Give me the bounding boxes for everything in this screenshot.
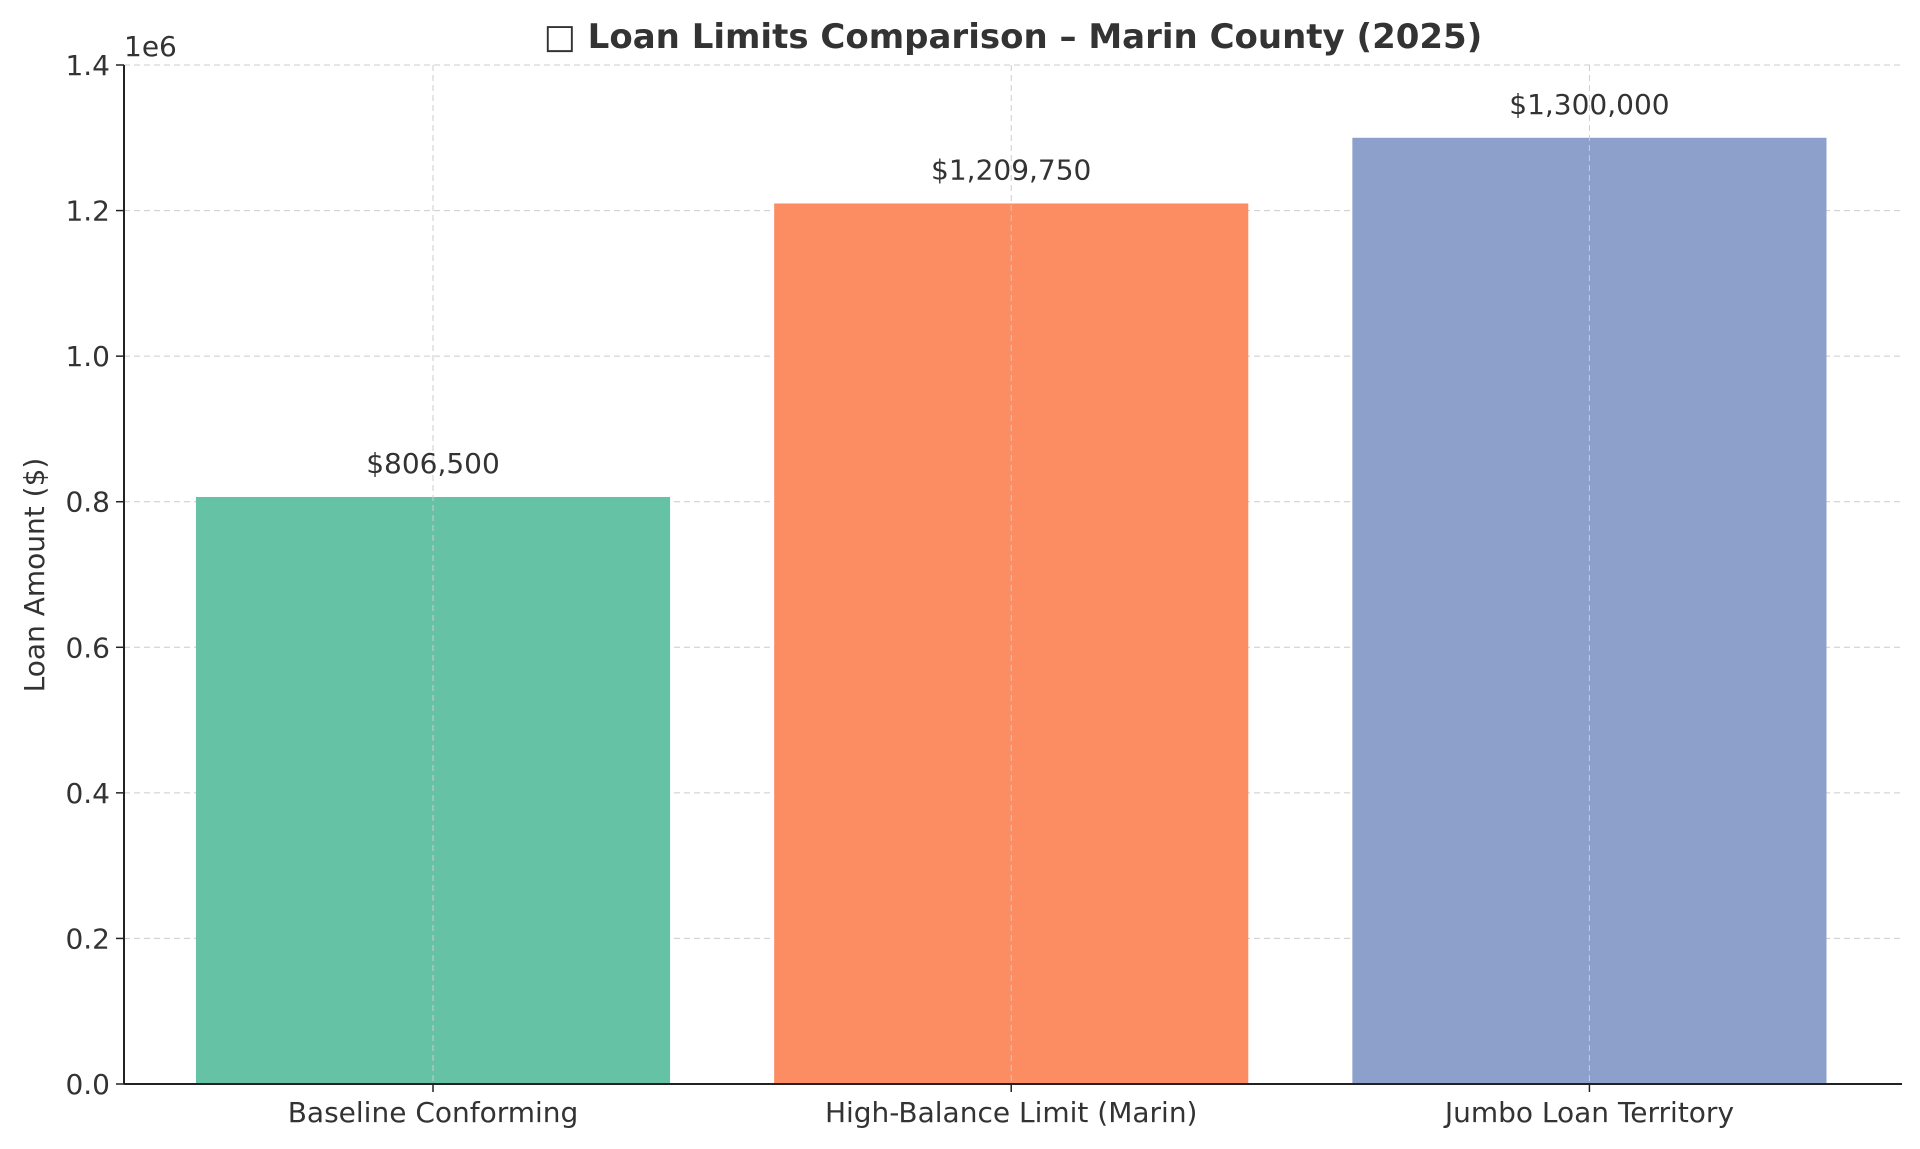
y-tick-label: 1.4 [65,49,110,82]
x-tick-label: Jumbo Loan Territory [1443,1096,1734,1129]
x-tick-label: High-Balance Limit (Marin) [825,1096,1198,1129]
y-axis-offset-label: 1e6 [124,30,177,63]
y-tick-label: 1.0 [65,340,110,373]
x-tick-label: Baseline Conforming [288,1096,579,1129]
y-tick-label: 0.4 [65,777,110,810]
axes: 0.0 0.2 0.4 0.6 0.8 1.0 1.2 1.4 Baseline Conform… [65,49,1902,1129]
data-label: $1,209,750 [931,153,1091,186]
data-label: $806,500 [366,447,500,480]
y-tick-label: 1.2 [65,195,110,228]
chart-title: □ Loan Limits Comparison – Marin County … [544,17,1483,57]
y-tick-label: 0.2 [65,922,110,955]
y-tick-label: 0.0 [65,1068,110,1101]
y-tick-label: 0.6 [65,631,110,664]
y-axis-label: Loan Amount ($) [18,458,51,693]
y-tick-label: 0.8 [65,486,110,519]
data-labels: $806,500 $1,209,750 $1,300,000 [366,65,1670,1084]
data-label: $1,300,000 [1509,88,1669,121]
